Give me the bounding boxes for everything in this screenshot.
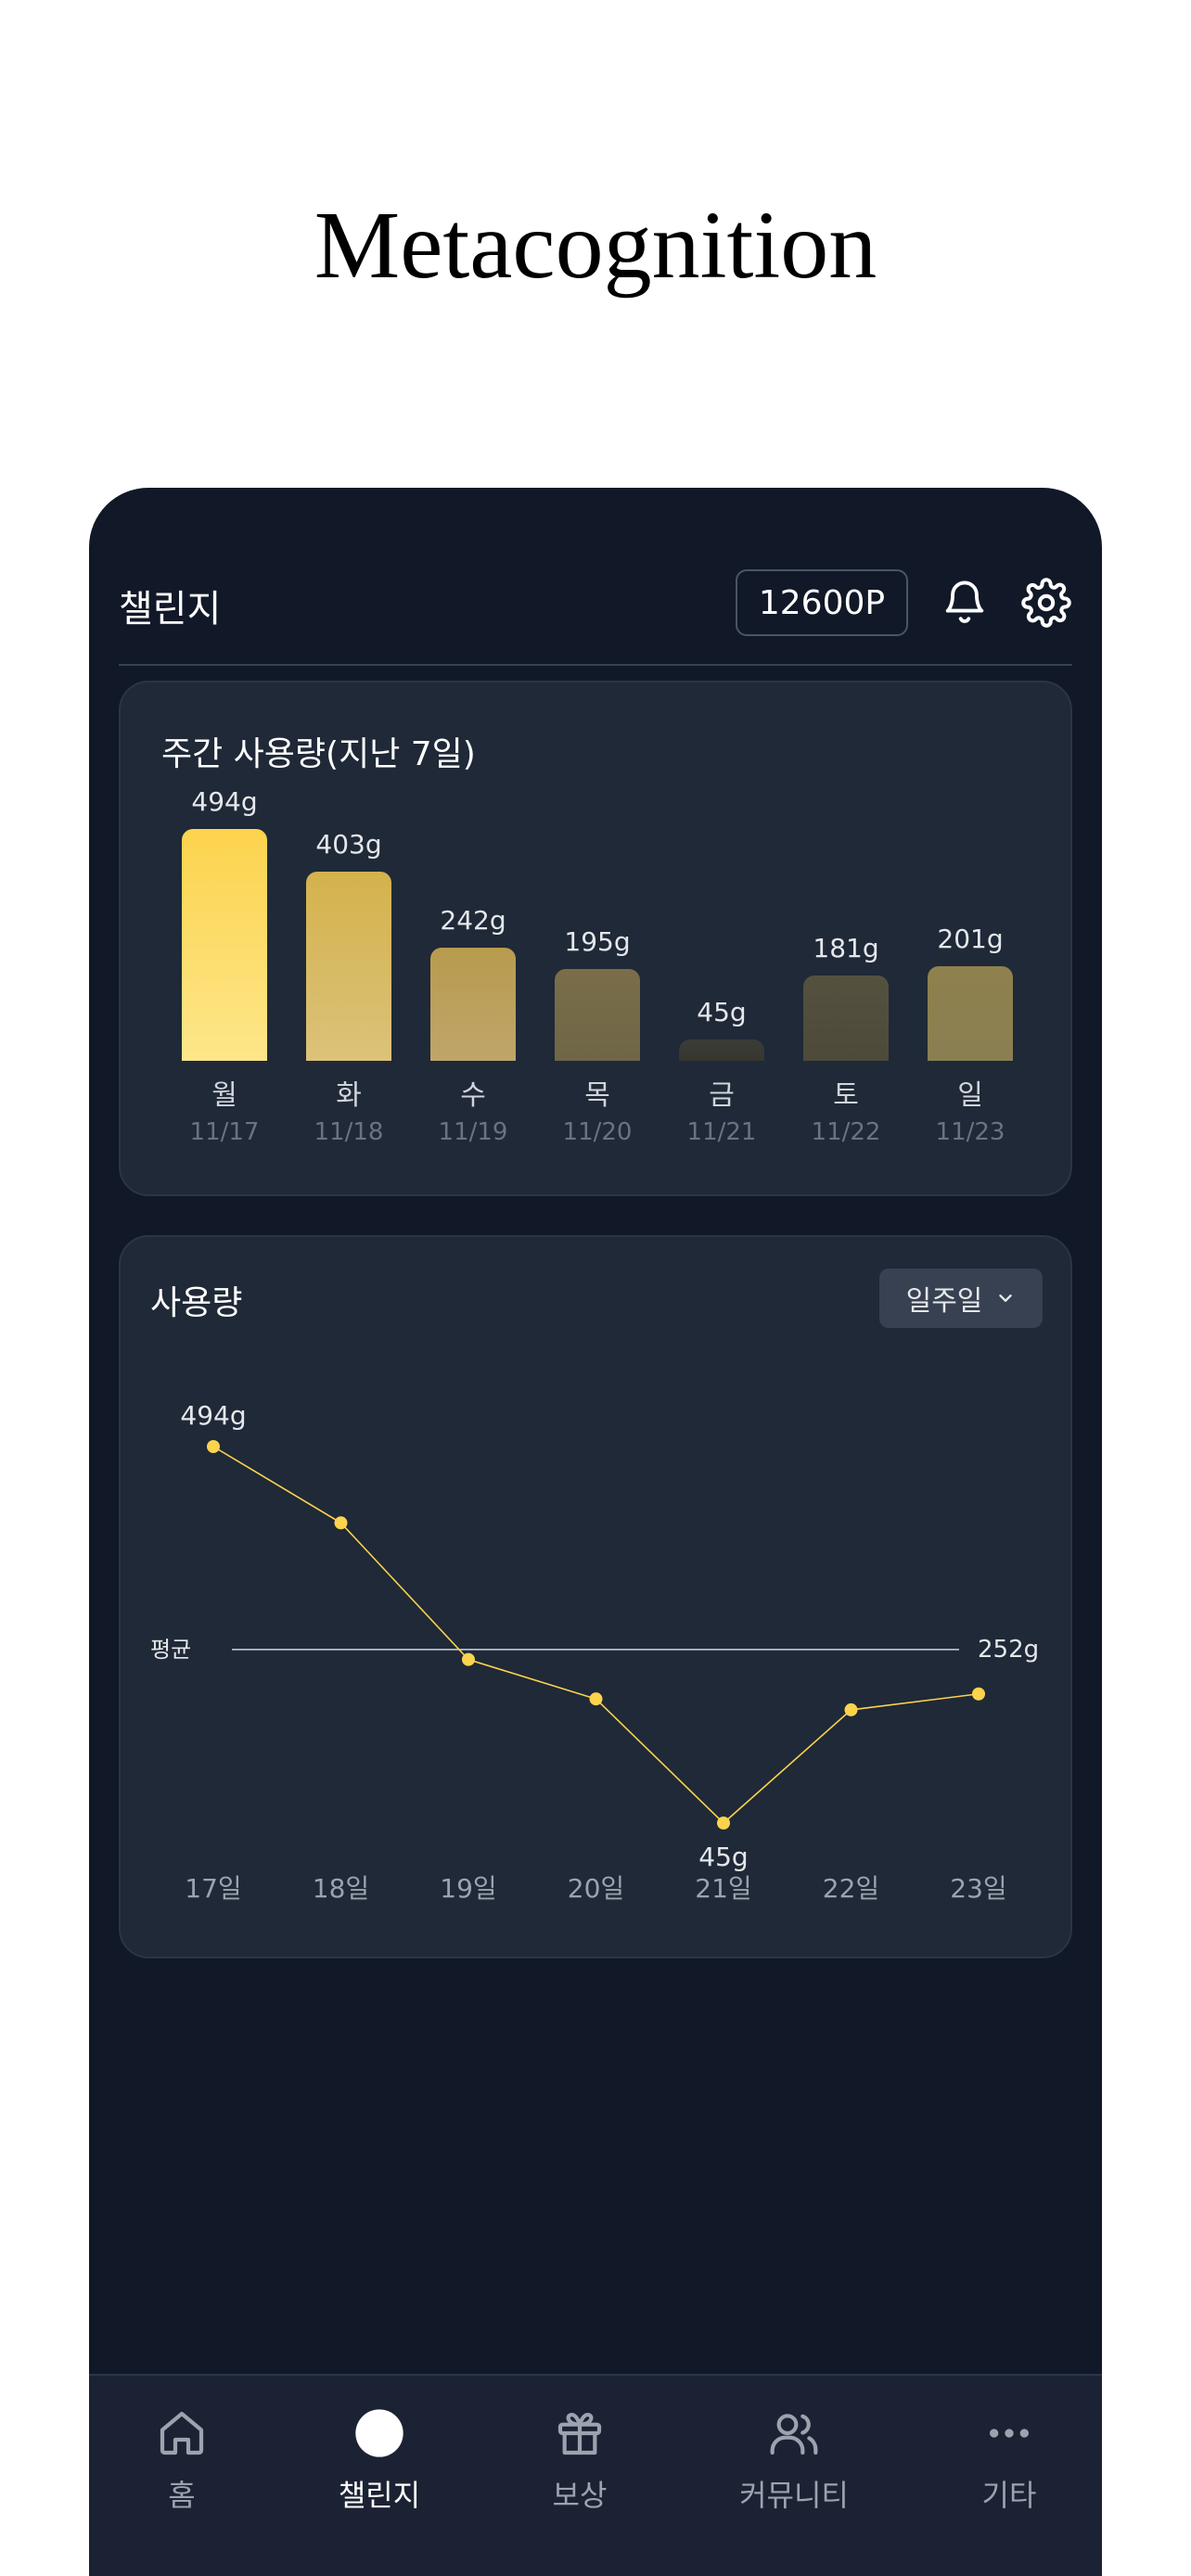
bar-column: 494g 월 11/17: [182, 682, 267, 1198]
nav-label-challenge: 챌린지: [338, 2478, 421, 2513]
bar-day-label: 월: [211, 1079, 237, 1112]
bar-date-label: 11/21: [686, 1118, 757, 1146]
bar-value-label: 494g: [191, 786, 258, 817]
bar: [679, 1039, 764, 1061]
bar-column: 181g 토 11/22: [803, 682, 889, 1198]
nav-label-more: 기타: [981, 2478, 1037, 2513]
period-select-label: 일주일: [905, 1285, 983, 1318]
nav-item-more[interactable]: 기타: [916, 2404, 1102, 2515]
users-icon: [770, 2414, 818, 2455]
bar-value-label: 181g: [813, 933, 879, 963]
bar-day-label: 수: [460, 1079, 486, 1112]
bar-date-label: 11/22: [811, 1118, 881, 1146]
bar-column: 403g 화 11/18: [306, 682, 391, 1198]
nav-label-rewards: 보상: [552, 2478, 608, 2513]
bar-day-label: 일: [957, 1079, 983, 1112]
gift-icon: [557, 2413, 602, 2455]
nav-item-community[interactable]: 커뮤니티: [701, 2404, 887, 2515]
data-point: [334, 1516, 348, 1530]
average-value-label: 252g: [978, 1636, 1039, 1664]
data-point: [717, 1817, 730, 1830]
challenge-icon: [355, 2409, 403, 2457]
bar: [803, 976, 889, 1061]
bar-value-label: 45g: [697, 997, 747, 1027]
bar: [182, 829, 267, 1061]
weekly-usage-card: 주간 사용량(지난 7일) 494g 월 11/17 403g 화 11/18 242g 수 1…: [119, 681, 1072, 1196]
x-tick-label: 18일: [313, 1873, 369, 1904]
data-point: [972, 1687, 985, 1701]
bar-day-label: 목: [584, 1079, 610, 1112]
bar: [928, 966, 1013, 1061]
average-label: 평균: [150, 1637, 191, 1663]
nav-label-community: 커뮤니티: [739, 2478, 849, 2513]
bar-day-label: 토: [833, 1079, 859, 1112]
usage-card: 사용량 일주일 평균 252g 494g 45g 17일 18일 19일 20일 21일 22일 2…: [119, 1235, 1072, 1958]
bar-column: 195g 목 11/20: [555, 682, 640, 1198]
usage-line-chart: 평균 252g 494g 45g 17일 18일 19일 20일 21일 22일 23일: [150, 1400, 1039, 1904]
data-point: [462, 1652, 475, 1666]
nav-item-home[interactable]: 홈: [89, 2404, 275, 2515]
bar-date-label: 11/17: [189, 1118, 260, 1146]
bar-column: 45g 금 11/21: [679, 682, 764, 1198]
bar-date-label: 11/20: [562, 1118, 633, 1146]
bar-value-label: 195g: [564, 926, 631, 957]
x-tick-label: 21일: [695, 1873, 751, 1904]
data-point: [207, 1440, 220, 1453]
bar: [306, 872, 391, 1061]
bar-day-label: 화: [336, 1079, 362, 1112]
chevron-down-icon: [999, 1294, 1013, 1302]
bell-icon[interactable]: [935, 573, 994, 632]
bar-date-label: 11/19: [438, 1118, 508, 1146]
data-point: [589, 1692, 603, 1706]
header-divider: [119, 664, 1072, 666]
x-tick-label: 22일: [823, 1873, 879, 1904]
app-screen: 챌린지 12600P 주간 사용량(지난 7일) 494g 월 11/17 403g 화…: [89, 488, 1102, 2576]
min-value-label: 45g: [698, 1842, 748, 1872]
x-tick-label: 23일: [950, 1873, 1006, 1904]
header-title: 챌린지: [119, 588, 222, 631]
points-badge[interactable]: 12600P: [736, 569, 908, 636]
home-icon: [160, 2411, 204, 2455]
usage-title: 사용량: [150, 1284, 243, 1322]
page-title: Metacognition: [314, 192, 877, 299]
bar-value-label: 201g: [937, 924, 1004, 954]
x-tick-label: 20일: [568, 1873, 624, 1904]
bar-date-label: 11/18: [314, 1118, 384, 1146]
bar-column: 242g 수 11/19: [430, 682, 516, 1198]
weekly-usage-title: 주간 사용량(지난 7일): [161, 735, 476, 773]
gear-icon[interactable]: [1017, 573, 1076, 632]
bar: [430, 948, 516, 1061]
period-select[interactable]: 일주일: [879, 1269, 1043, 1328]
bar-day-label: 금: [709, 1079, 735, 1112]
max-value-label: 494g: [180, 1400, 246, 1431]
series-line: [212, 1446, 980, 1825]
nav-label-home: 홈: [168, 2478, 196, 2513]
bar-value-label: 242g: [440, 905, 506, 936]
x-tick-label: 19일: [440, 1873, 496, 1904]
x-tick-label: 17일: [185, 1873, 241, 1904]
bar: [555, 969, 640, 1061]
nav-item-rewards[interactable]: 보상: [487, 2404, 672, 2515]
more-icon: [990, 2429, 1029, 2438]
bar-column: 201g 일 11/23: [928, 682, 1013, 1198]
data-point: [844, 1702, 858, 1716]
nav-item-challenge[interactable]: 챌린지: [287, 2404, 472, 2515]
bottom-nav: 홈 챌린지 보상: [89, 2374, 1102, 2576]
bar-value-label: 403g: [315, 829, 382, 860]
bar-date-label: 11/23: [935, 1118, 1005, 1146]
